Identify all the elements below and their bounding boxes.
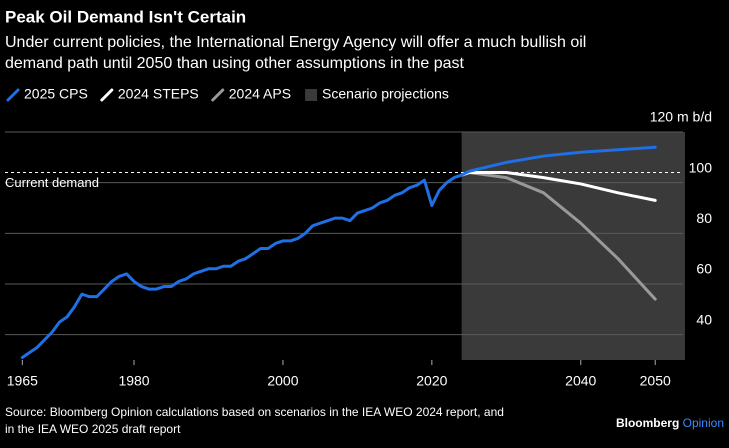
legend-label: Scenario projections [322, 86, 449, 102]
legend-label: 2025 CPS [24, 86, 88, 102]
x-tick-label: 2000 [267, 373, 298, 389]
chart-subtitle: demand path until 2050 than using other … [5, 55, 465, 72]
chart-subtitle: Under current policies, the Internationa… [5, 34, 586, 51]
x-tick-label: 1980 [118, 373, 149, 389]
legend-swatch [100, 88, 114, 102]
y-tick-label: 80 [696, 210, 712, 226]
brand: Bloomberg Opinion [616, 416, 724, 430]
x-tick-label: 2040 [565, 373, 596, 389]
y-tick-label: 120 m b/d [650, 109, 712, 125]
legend-swatch [305, 89, 318, 101]
reference-label: Current demand [5, 175, 99, 190]
y-tick-label: 100 [689, 159, 713, 175]
series-line [20, 145, 657, 359]
y-tick-label: 60 [696, 261, 712, 277]
legend-swatch [211, 88, 225, 102]
source-note: in the IEA WEO 2025 draft report [5, 422, 181, 436]
projection-area [461, 132, 685, 360]
brand-name: Opinion [683, 416, 724, 430]
x-tick-label: 1965 [7, 373, 38, 389]
chart-title: Peak Oil Demand Isn't Certain [5, 7, 246, 26]
x-tick-label: 2020 [416, 373, 447, 389]
brand-name: Bloomberg [616, 416, 679, 430]
source-note: Source: Bloomberg Opinion calculations b… [5, 405, 504, 419]
legend-label: 2024 STEPS [118, 86, 199, 102]
x-tick-label: 2050 [640, 373, 671, 389]
legend-label: 2024 APS [229, 86, 291, 102]
legend-swatch [6, 88, 20, 102]
y-tick-label: 40 [696, 311, 712, 327]
